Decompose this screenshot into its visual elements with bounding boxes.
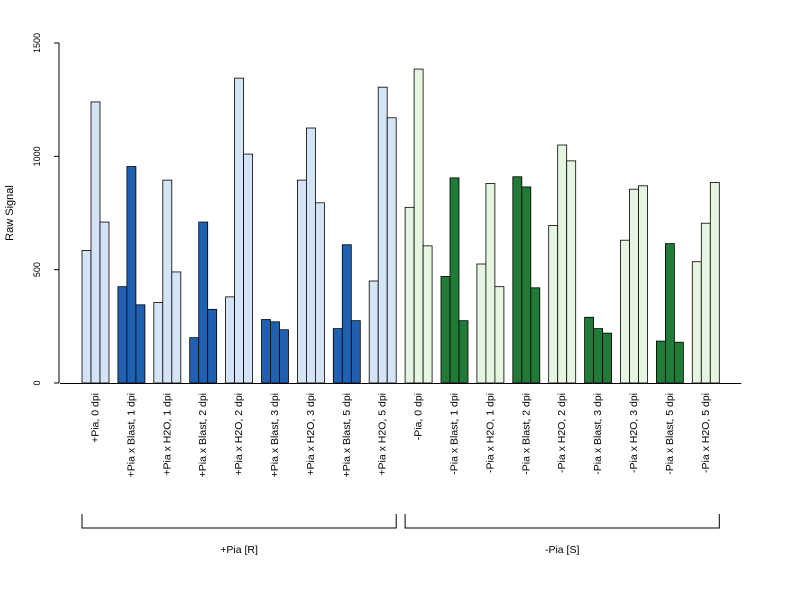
bar — [566, 160, 577, 384]
category-label: -Pia x H2O, 5 dpi — [700, 393, 712, 473]
category-label: -Pia x Blast, 5 dpi — [664, 393, 676, 475]
category-label: +Pia x Blast, 2 dpi — [197, 393, 209, 477]
bar — [90, 101, 101, 384]
group-bracket — [404, 514, 720, 529]
y-axis: 0 500 1000 1500 — [32, 33, 60, 386]
bar — [629, 188, 639, 384]
y-axis-title: Raw Signal — [4, 185, 16, 241]
bar — [656, 340, 666, 384]
bar — [171, 271, 182, 384]
bar — [709, 181, 720, 384]
bar — [243, 153, 254, 384]
y-tick-label: 500 — [32, 262, 42, 277]
bar — [494, 286, 505, 384]
bar — [225, 296, 236, 384]
bar — [602, 332, 612, 384]
bar — [593, 328, 603, 384]
category-labels: +Pia, 0 dpi +Pia x Blast, 1 dpi +Pia x H2O… — [90, 393, 712, 477]
bar — [99, 221, 110, 384]
bar — [665, 243, 675, 384]
bar — [512, 176, 523, 384]
bar — [584, 316, 594, 384]
bar — [341, 244, 352, 384]
bar — [691, 261, 702, 384]
bar — [638, 185, 648, 384]
bar — [521, 186, 532, 384]
category-label: +Pia x H2O, 3 dpi — [305, 393, 317, 476]
group-label: -Pia [S] — [545, 544, 580, 556]
bar — [270, 321, 280, 384]
category-label: -Pia x Blast, 3 dpi — [592, 393, 604, 475]
bar — [485, 183, 496, 384]
bar — [458, 320, 469, 384]
bar — [135, 304, 146, 384]
bar — [440, 276, 451, 384]
bar — [305, 127, 316, 384]
bar — [422, 245, 433, 384]
bar — [548, 225, 559, 384]
bar — [404, 206, 415, 384]
group-brackets: +Pia [R] -Pia [S] — [81, 514, 720, 556]
category-label: +Pia x Blast, 3 dpi — [269, 393, 281, 477]
bar — [207, 308, 218, 384]
category-label: -Pia x H2O, 2 dpi — [556, 393, 568, 473]
bar — [557, 144, 568, 384]
group-label: +Pia [R] — [220, 544, 258, 556]
bar — [476, 263, 487, 384]
bar — [296, 179, 307, 384]
bar — [117, 286, 128, 384]
bar — [674, 341, 684, 384]
bar — [234, 77, 245, 384]
bar — [530, 287, 541, 384]
category-label: -Pia x H2O, 1 dpi — [484, 393, 496, 473]
bar — [162, 179, 173, 384]
category-label: +Pia x Blast, 1 dpi — [125, 393, 137, 477]
bar — [279, 329, 289, 384]
bar — [700, 222, 711, 384]
bar — [368, 280, 379, 384]
y-tick-label: 1500 — [32, 33, 42, 53]
category-label: -Pia x Blast, 2 dpi — [520, 393, 532, 475]
bar — [386, 117, 397, 384]
bars — [81, 68, 720, 384]
category-label: +Pia, 0 dpi — [90, 393, 102, 443]
bar — [189, 337, 200, 384]
category-label: +Pia x H2O, 1 dpi — [161, 393, 173, 476]
category-label: -Pia x H2O, 3 dpi — [628, 393, 640, 473]
bar — [449, 177, 460, 384]
bar — [314, 202, 325, 384]
bar — [413, 68, 424, 384]
bar — [620, 239, 630, 384]
category-label: -Pia, 0 dpi — [413, 393, 425, 440]
category-label: -Pia x Blast, 1 dpi — [449, 393, 461, 475]
category-label: +Pia x H2O, 2 dpi — [233, 393, 245, 476]
bar — [198, 221, 209, 384]
bar — [261, 319, 271, 384]
category-label: +Pia x H2O, 5 dpi — [377, 393, 389, 476]
bar — [332, 328, 343, 384]
y-tick-label: 0 — [32, 380, 42, 385]
bar — [153, 302, 164, 384]
category-label: +Pia x Blast, 5 dpi — [341, 393, 353, 477]
bar — [350, 320, 361, 384]
y-tick-label: 1000 — [32, 146, 42, 166]
bar — [377, 86, 388, 384]
bar — [126, 166, 137, 384]
group-bracket — [81, 514, 397, 529]
bar — [81, 249, 92, 384]
